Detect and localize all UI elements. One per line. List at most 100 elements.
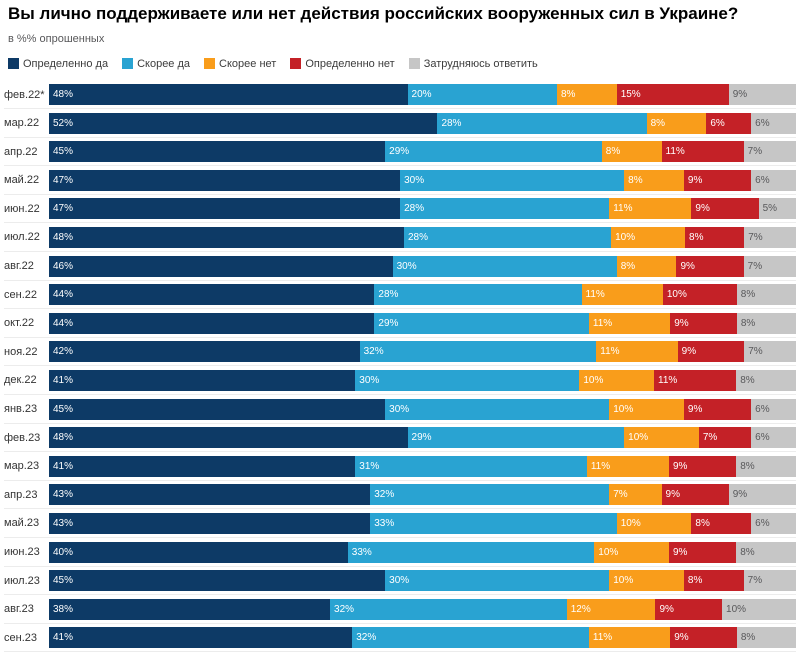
bar-segment: 28% xyxy=(437,112,647,134)
bar: 41% 30% 10% 11% 8% xyxy=(49,369,796,391)
bar-segment: 11% xyxy=(654,369,737,391)
legend-item: Определенно да xyxy=(8,58,108,70)
segment-value-label: 33% xyxy=(351,546,372,558)
bar-segment: 9% xyxy=(683,398,752,420)
segment-value-label: 8% xyxy=(687,575,703,587)
bar-segment: 6% xyxy=(751,112,796,134)
bar-segment: 11% xyxy=(596,341,678,363)
segment-value-label: 10% xyxy=(598,546,619,558)
bar-segment: 15% xyxy=(616,84,729,105)
segment-value-label: 11% xyxy=(665,146,685,158)
bar-segment: 8% xyxy=(736,369,796,391)
segment-value-label: 47% xyxy=(53,203,74,215)
segment-value-label: 10% xyxy=(583,374,604,386)
bar-segment: 8% xyxy=(624,169,684,191)
bar-segment: 6% xyxy=(751,169,796,191)
segment-value-label: 45% xyxy=(53,403,74,415)
segment-value-label: 9% xyxy=(687,403,703,415)
segment-value-label: 7% xyxy=(747,575,763,587)
segment-value-label: 20% xyxy=(411,89,432,100)
row-label: фев.22* xyxy=(4,88,45,101)
bar-segment: 8% xyxy=(736,627,796,649)
bar-segment: 29% xyxy=(374,312,589,334)
bar-segment: 32% xyxy=(370,484,610,506)
segment-value-label: 28% xyxy=(378,289,399,301)
bar-segment: 42% xyxy=(49,341,360,363)
segment-value-label: 48% xyxy=(53,432,74,444)
segment-value-label: 9% xyxy=(672,546,688,558)
bar-segment: 43% xyxy=(49,484,371,506)
bar-segment: 48% xyxy=(49,427,408,449)
segment-value-label: 38% xyxy=(53,603,74,615)
segment-value-label: 44% xyxy=(53,289,74,301)
row-label: фев.23 xyxy=(4,431,41,444)
chart-row: авг.22 46% 30% 8% 9% 7% xyxy=(4,255,796,281)
bar-segment: 7% xyxy=(698,427,752,449)
row-label: июл.22 xyxy=(4,231,40,244)
segment-value-label: 43% xyxy=(53,517,74,529)
segment-value-label: 40% xyxy=(53,546,74,558)
segment-value-label: 8% xyxy=(740,632,756,644)
segment-value-label: 9% xyxy=(732,489,748,501)
bar: 45% 30% 10% 8% 7% xyxy=(49,570,796,592)
chart-row: июн.23 40% 33% 10% 9% 8% xyxy=(4,541,796,567)
bar-segment: 10% xyxy=(579,369,655,391)
segment-value-label: 31% xyxy=(359,460,380,472)
bar-segment: 10% xyxy=(609,398,684,420)
bar-segment: 30% xyxy=(392,255,617,277)
bar-segment: 38% xyxy=(49,598,331,620)
segment-value-label: 41% xyxy=(53,460,74,472)
bar-segment: 8% xyxy=(683,570,744,592)
chart-subtitle: в %% опрошенных xyxy=(8,33,105,45)
bar-segment: 10% xyxy=(624,427,699,449)
bar-segment: 8% xyxy=(685,226,745,248)
bar-segment: 8% xyxy=(556,84,617,105)
chart-row: ноя.22 42% 32% 11% 9% 7% xyxy=(4,341,796,367)
segment-value-label: 6% xyxy=(755,517,770,529)
segment-value-label: 9% xyxy=(680,260,695,272)
segment-value-label: 15% xyxy=(620,89,641,100)
segment-value-label: 48% xyxy=(53,231,74,243)
legend-label: Скорее да xyxy=(137,57,191,70)
segment-value-label: 9% xyxy=(695,203,710,215)
bar-segment: 11% xyxy=(609,198,692,220)
segment-value-label: 8% xyxy=(650,117,666,129)
segment-value-label: 52% xyxy=(53,117,74,129)
bar-segment: 28% xyxy=(400,198,610,220)
legend-label: Скорее нет xyxy=(219,57,277,70)
segment-value-label: 29% xyxy=(378,317,399,329)
bar-segment: 47% xyxy=(49,169,401,191)
bar-segment: 45% xyxy=(49,398,386,420)
segment-value-label: 32% xyxy=(334,603,355,615)
bar-segment: 7% xyxy=(744,226,796,248)
row-label: мар.23 xyxy=(4,460,40,473)
bar-segment: 48% xyxy=(49,226,404,248)
bar: 48% 29% 10% 7% 6% xyxy=(49,427,796,449)
bar-segment: 9% xyxy=(691,198,759,220)
bar-segment: 9% xyxy=(655,598,723,620)
bar: 44% 29% 11% 9% 8% xyxy=(49,312,796,334)
bar: 43% 33% 10% 8% 6% xyxy=(49,512,796,534)
bar: 41% 32% 11% 9% 8% xyxy=(49,627,796,649)
bar-segment: 10% xyxy=(611,226,686,248)
chart-row: май.23 43% 33% 10% 8% 6% xyxy=(4,512,796,538)
chart-row: фев.22* 48% 20% 8% 15% 9% xyxy=(4,84,796,109)
segment-value-label: 8% xyxy=(740,374,755,386)
segment-value-label: 46% xyxy=(53,260,74,272)
bar-segment: 9% xyxy=(683,169,752,191)
chart-row: июн.22 47% 28% 11% 9% 5% xyxy=(4,198,796,224)
segment-value-label: 32% xyxy=(363,346,384,358)
bar-segment: 8% xyxy=(736,541,796,563)
row-label: окт.22 xyxy=(4,317,35,330)
segment-value-label: 9% xyxy=(674,632,689,644)
segment-value-label: 9% xyxy=(672,460,688,472)
segment-value-label: 11% xyxy=(613,203,633,215)
segment-value-label: 6% xyxy=(755,174,770,186)
bar-segment: 6% xyxy=(706,112,752,134)
bar-segment: 46% xyxy=(49,255,393,277)
segment-value-label: 44% xyxy=(53,317,74,329)
bar-segment: 5% xyxy=(758,198,796,220)
bar-segment: 9% xyxy=(670,627,737,649)
segment-value-label: 8% xyxy=(740,317,756,329)
